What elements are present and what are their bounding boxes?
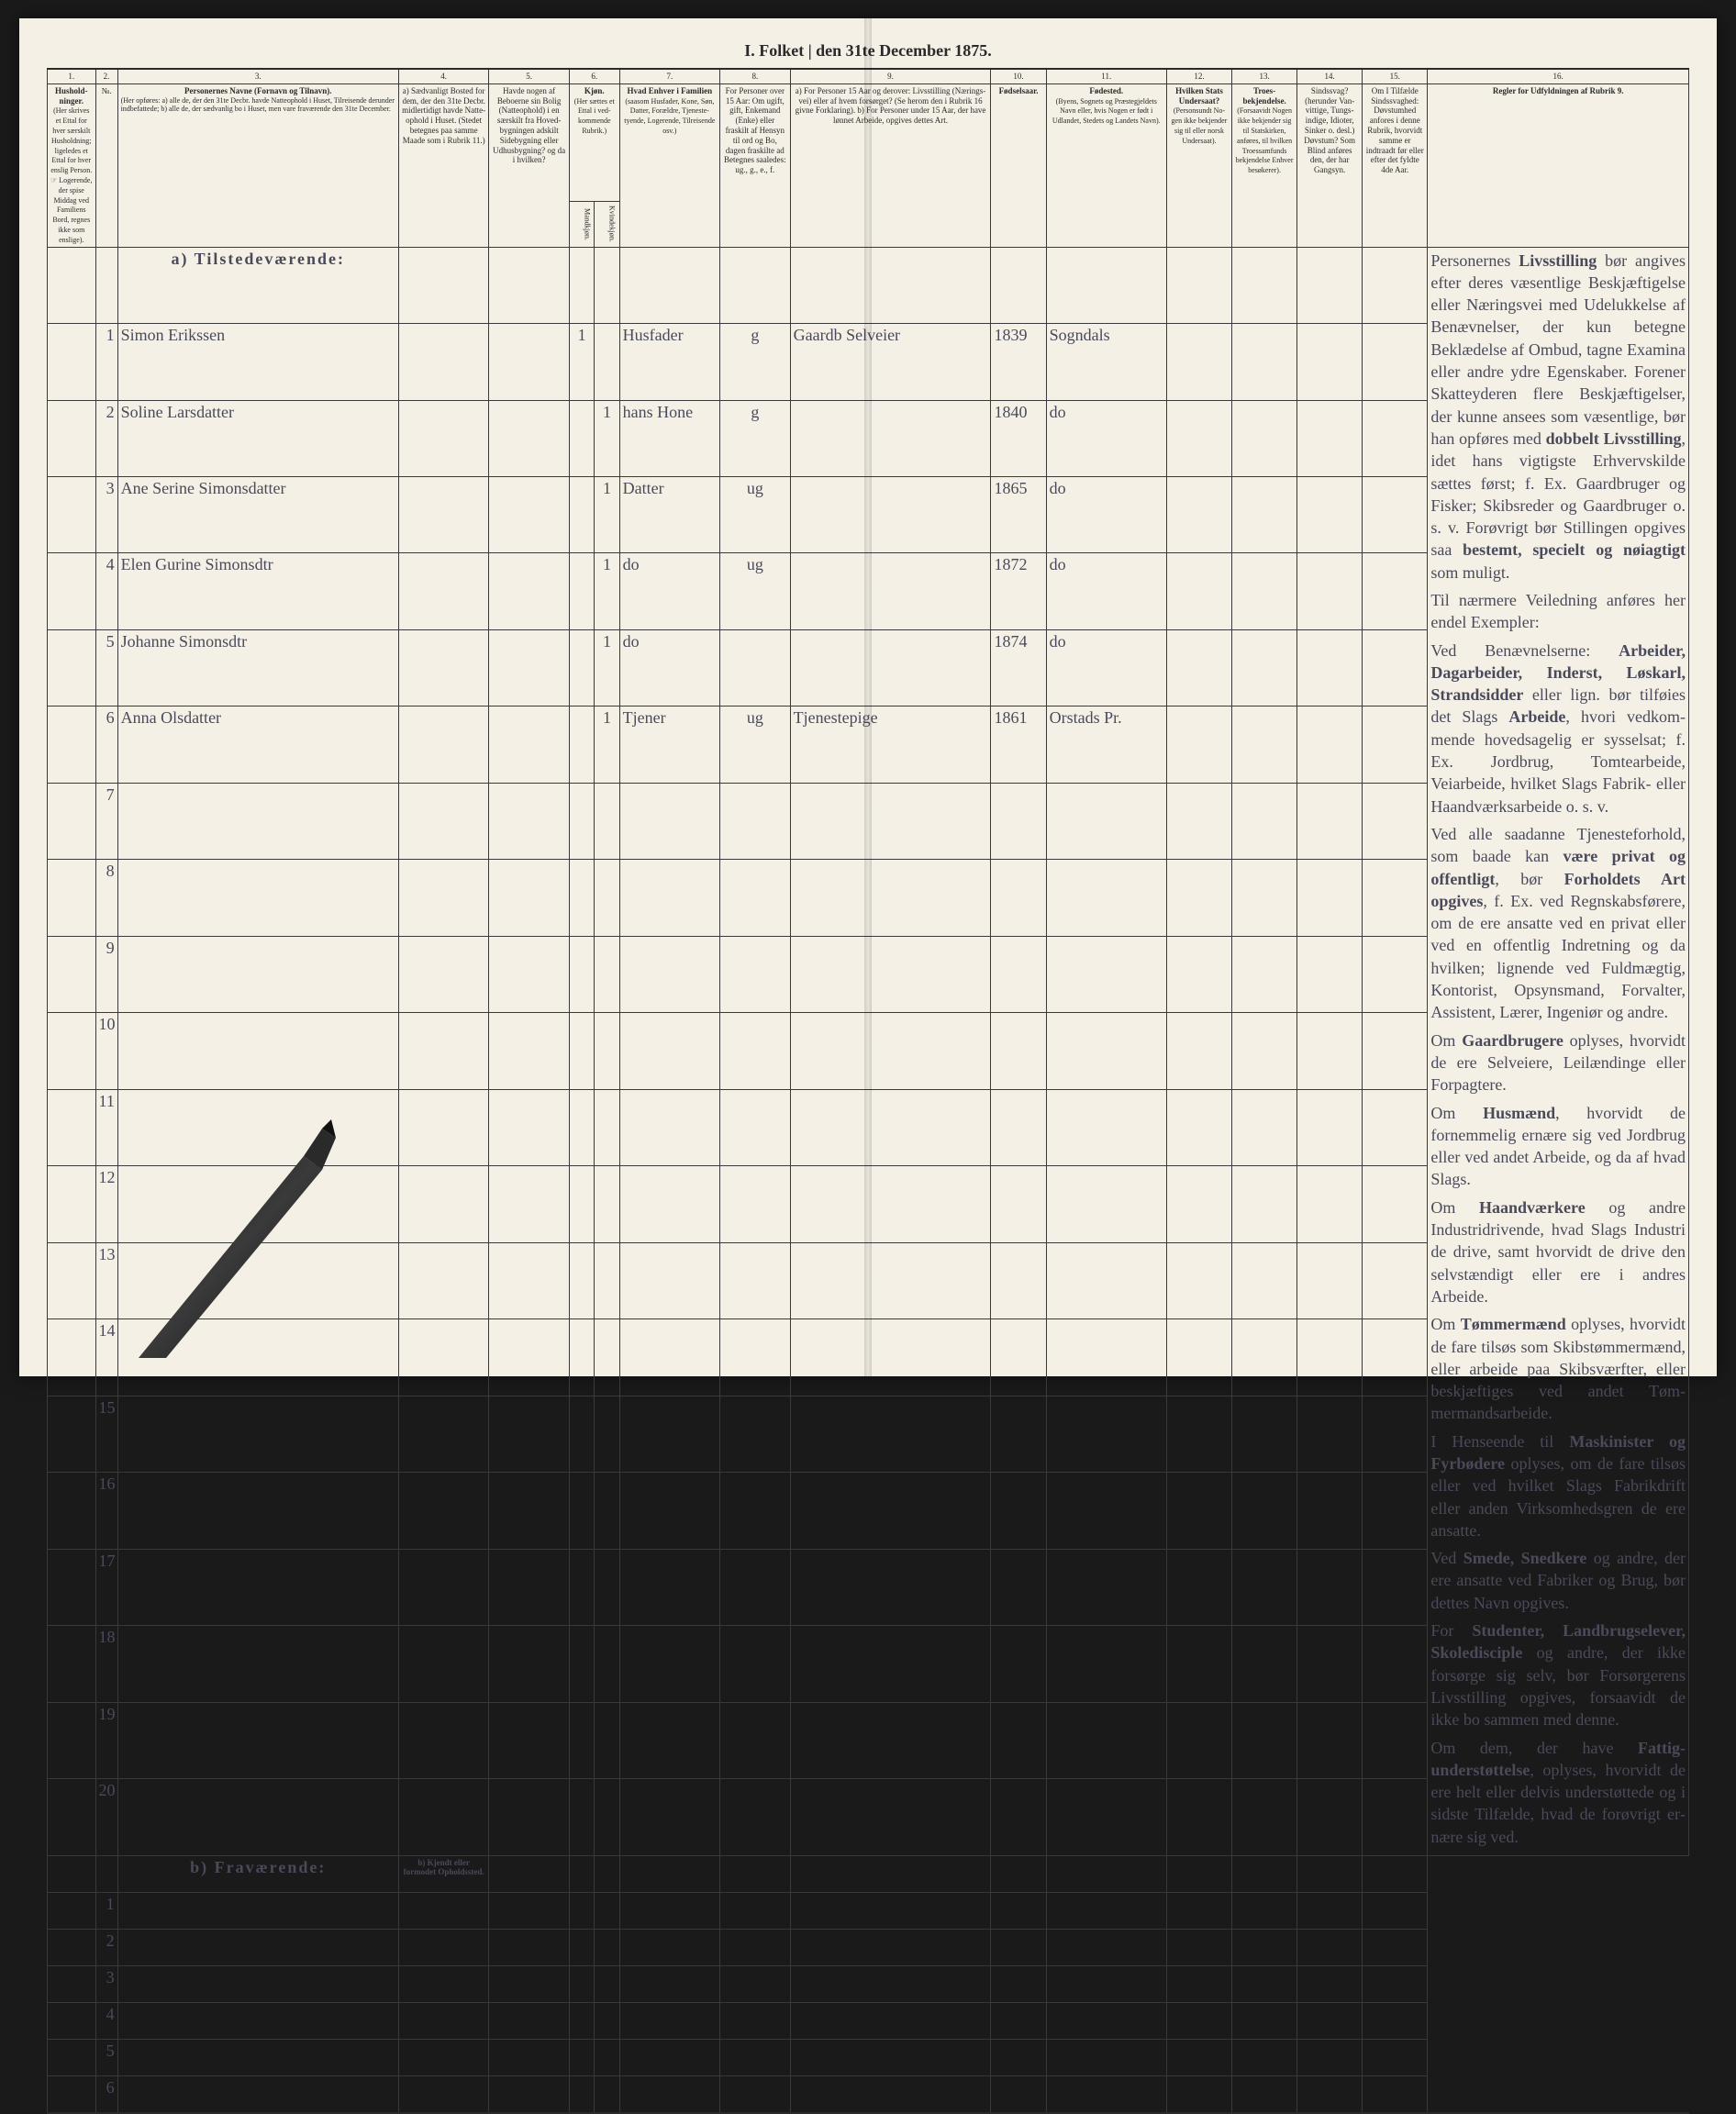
cell-marital: g [720, 324, 791, 400]
cell-role: hans Hone [619, 400, 719, 476]
absent-rows: b) Fraværende: b) Kjendt eller formodet … [48, 1856, 1689, 2113]
cell-marital: ug [720, 553, 791, 629]
cell-birthyear: 1865 [991, 477, 1046, 553]
section-absent: b) Fraværende: [117, 1856, 398, 1893]
header-male: Mandkjøn. [569, 201, 594, 247]
table-row-empty: 2 [48, 1930, 1689, 1966]
header-sex: Kjøn.(Her sæt­tes et Ettal i ved­kom­men… [569, 83, 619, 201]
cell-birthyear: 1872 [991, 553, 1046, 629]
col-num: 10. [991, 69, 1046, 83]
cell-birthplace: Orstads Pr. [1046, 707, 1166, 783]
col-num: 6. [569, 69, 619, 83]
col-num: 4. [398, 69, 488, 83]
header-rules: Regler for Udfyldningen af Rubrik 9. [1428, 83, 1689, 247]
header-no: №. [95, 83, 117, 247]
cell-birthplace: Sogndals [1046, 324, 1166, 400]
header-marital: For Personer over 15 Aar: Om ugift, gift… [720, 83, 791, 247]
header-disability-age: Om I Tilfælde Sinds­svag­hed: Døvstum­he… [1363, 83, 1428, 247]
cell-name: Elen Gurine Simonsdtr [117, 553, 398, 629]
header-outbuilding: Havde nogen af Beboerne sin Bolig (Natte… [489, 83, 570, 247]
cell-role: Tjener [619, 707, 719, 783]
cell-marital [720, 629, 791, 706]
cell-occupation [790, 629, 991, 706]
present-rows: a) Tilstedeværende: Personernes Livsstil… [48, 247, 1689, 1855]
header-female: Kvindekjøn. [595, 201, 619, 247]
cell-role: Datter [619, 477, 719, 553]
table-header: 1. 2. 3. 4. 5. 6. 7. 8. 9. 10. 11. 12. 1… [48, 69, 1689, 247]
header-disability: Sindssvag? (herunder Van­vittige, Tungs­… [1297, 83, 1363, 247]
header-birthyear: Fødsels­aar. [991, 83, 1046, 247]
cell-birthplace: do [1046, 477, 1166, 553]
cell-role: do [619, 629, 719, 706]
table-row-empty: 1 [48, 1893, 1689, 1930]
census-table: 1. 2. 3. 4. 5. 6. 7. 8. 9. 10. 11. 12. 1… [47, 68, 1689, 2114]
cell-name: Anna Olsdatter [117, 707, 398, 783]
col-num: 13. [1232, 69, 1297, 83]
col-num: 14. [1297, 69, 1363, 83]
header-occupation: a) For Personer 15 Aar og der­over: Livs… [790, 83, 991, 247]
header-citizenship: Hvilken Stats Under­saat?(Personsundt No… [1166, 83, 1231, 247]
col-num: 3. [117, 69, 398, 83]
table-row-empty: 3 [48, 1966, 1689, 2003]
cell-occupation [790, 400, 991, 476]
cell-name: Ane Serine Simonsdatter [117, 477, 398, 553]
cell-marital: g [720, 400, 791, 476]
col-num: 12. [1166, 69, 1231, 83]
col-num: 5. [489, 69, 570, 83]
col-num: 9. [790, 69, 991, 83]
page-title: I. Folket | den 31te December 1875. [47, 41, 1689, 61]
cell-marital: ug [720, 707, 791, 783]
col-num: 7. [619, 69, 719, 83]
col-num: 8. [720, 69, 791, 83]
col-num: 15. [1363, 69, 1428, 83]
header-religion: Troes­bekjendelse.(Forsaavidt No­gen ikk… [1232, 83, 1297, 247]
cell-occupation [790, 553, 991, 629]
cell-birthplace: do [1046, 553, 1166, 629]
table-row-empty: 6 [48, 2076, 1689, 2113]
cell-name: Soline Larsdatter [117, 400, 398, 476]
cell-name: Simon Erikssen [117, 324, 398, 400]
table-row-empty: 4 [48, 2003, 1689, 2040]
section-present: a) Tilstedeværende: [117, 247, 398, 323]
cell-birthyear: 1840 [991, 400, 1046, 476]
header-family-role: Hvad Enhver i Familien(saasom Husfader, … [619, 83, 719, 247]
cell-birthplace: do [1046, 400, 1166, 476]
table-row-empty: 5 [48, 2040, 1689, 2076]
header-households: Hus­hold­ninger. (Her skrives et Ettal f… [48, 83, 96, 247]
col-num: 16. [1428, 69, 1689, 83]
header-residence: a) Sædvanligt Bosted for dem, der den 31… [398, 83, 488, 247]
census-page: I. Folket | den 31te December 1875. 1. 2… [19, 18, 1717, 1376]
header-birthplace: Fødested.(Byens, Sognets og Præ­stegjeld… [1046, 83, 1166, 247]
col-num: 1. [48, 69, 96, 83]
col-num: 11. [1046, 69, 1166, 83]
cell-occupation [790, 477, 991, 553]
cell-role: do [619, 553, 719, 629]
cell-marital: ug [720, 477, 791, 553]
cell-birthplace: do [1046, 629, 1166, 706]
cell-occupation: Gaardb Selveier [790, 324, 991, 400]
header-names: Personernes Navne (Fornavn og Tilnavn). … [117, 83, 398, 247]
cell-name: Johanne Simonsdtr [117, 629, 398, 706]
cell-birthyear: 1839 [991, 324, 1046, 400]
cell-role: Husfader [619, 324, 719, 400]
cell-birthyear: 1861 [991, 707, 1046, 783]
col-num: 2. [95, 69, 117, 83]
instructions-cell: Personernes Livsstilling bør angives eft… [1428, 247, 1689, 1855]
cell-occupation: Tjenestepige [790, 707, 991, 783]
cell-birthyear: 1874 [991, 629, 1046, 706]
